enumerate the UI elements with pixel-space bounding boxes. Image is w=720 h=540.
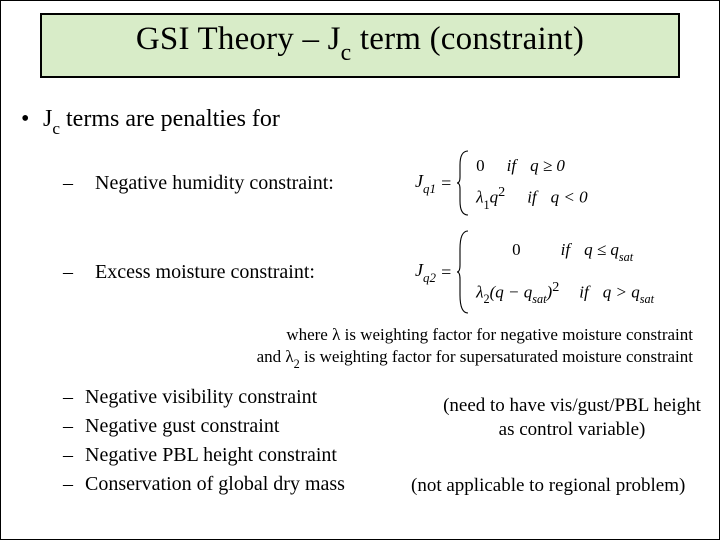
lambda-note: where λ is weighting factor for negative… xyxy=(21,324,693,371)
jq2-c2-if: if xyxy=(579,282,588,301)
excess-moisture-label: Excess moisture constraint: xyxy=(95,261,405,284)
dash-icon: – xyxy=(63,261,85,284)
excess-moisture-row: – Excess moisture constraint: Jq2 = 0ifq… xyxy=(63,226,699,318)
title-sub: c xyxy=(341,40,352,66)
side-note-regional: (not applicable to regional problem) xyxy=(411,474,720,498)
jq1-J: J xyxy=(415,171,423,191)
jq2-equation: Jq2 = 0ifq ≤ qsat λ2(q − qsat)2ifq > qsa… xyxy=(415,229,654,315)
lb2-text: Negative gust constraint xyxy=(85,415,279,438)
bullet-neg-pbl: – Negative PBL height constraint xyxy=(63,444,401,467)
jq1-eq: = xyxy=(436,173,456,194)
jq2-case2: λ2(q − qsat)2ifq > qsat xyxy=(476,278,654,307)
bullet-neg-visibility: – Negative visibility constraint xyxy=(63,386,401,409)
lb1-text: Negative visibility constraint xyxy=(85,386,317,409)
jq2-c2-sat: sat xyxy=(532,292,546,306)
jq1-case2: λ1q2ifq < 0 xyxy=(476,183,588,212)
lb3-text: Negative PBL height constraint xyxy=(85,444,337,467)
main-bullet: • Jc terms are penalties for xyxy=(21,106,699,137)
jq1-cases: 0ifq ≥ 0 λ1q2ifq < 0 xyxy=(456,149,588,217)
jq1-c2-exp: 2 xyxy=(498,184,505,200)
side-note-control-var: (need to have vis/gust/PBL height as con… xyxy=(417,394,720,442)
jq1-c2-lamsub: 1 xyxy=(483,198,489,212)
sna-l1: (need to have vis/gust/PBL height xyxy=(443,395,701,416)
jq2-c2-cond: q > q xyxy=(603,282,640,301)
note-l2-post: is weighting factor for supersaturated m… xyxy=(300,347,693,366)
jq2-c2-condsat: sat xyxy=(640,292,654,306)
jq2-c1-cond: q ≤ q xyxy=(584,240,619,259)
jq2-eq: = xyxy=(436,262,456,283)
jq2-J: J xyxy=(415,260,423,280)
title-prefix: GSI Theory – J xyxy=(136,21,341,57)
jq1-c2-q: q xyxy=(490,188,499,207)
jq1-c1-cond: q ≥ 0 xyxy=(530,156,565,175)
dash-icon: – xyxy=(63,386,85,409)
dash-icon: – xyxy=(63,473,85,496)
lower-bullet-list: – Negative visibility constraint – Negat… xyxy=(21,386,401,496)
lb4-text: Conservation of global dry mass xyxy=(85,473,345,496)
jq2-sub: q2 xyxy=(423,270,436,285)
mb-suffix: terms are penalties for xyxy=(60,106,280,132)
jq2-c1-val: 0 xyxy=(512,240,521,259)
jq2-c2-lamsub: 2 xyxy=(483,292,489,306)
jq1-c2-if: if xyxy=(527,188,536,207)
jq2-case1: 0 if q ≤ qsat xyxy=(476,238,654,265)
jq2-case-lines: 0ifq ≤ qsat λ2(q − qsat)2ifq > qsat xyxy=(470,229,654,315)
dash-icon: – xyxy=(63,415,85,438)
neg-humidity-row: – Negative humidity constraint: Jq1 = 0 i… xyxy=(63,146,699,220)
jq1-c1-val: 0 xyxy=(476,156,485,175)
brace-icon xyxy=(456,229,470,315)
mb-prefix: J xyxy=(43,106,52,132)
jq1-case-lines: 0ifq ≥ 0 λ1q2ifq < 0 xyxy=(470,149,588,217)
jq2-lhs: Jq2 xyxy=(415,260,436,285)
jq2-c1-sat: sat xyxy=(619,250,633,264)
note-l2-pre: and λ xyxy=(257,347,294,366)
dash-icon: – xyxy=(63,444,85,467)
slide-title: GSI Theory – Jc term (constraint) xyxy=(136,21,584,57)
note-l2-sub: 2 xyxy=(294,357,300,371)
title-suffix: term (constraint) xyxy=(351,21,584,57)
bullet-dry-mass: – Conservation of global dry mass xyxy=(63,473,401,496)
note-l1: where λ is weighting factor for negative… xyxy=(286,325,693,344)
jq2-c2-open: (q − q xyxy=(490,282,533,301)
dash-icon: – xyxy=(63,172,85,195)
jq1-c2-cond: q < 0 xyxy=(551,188,588,207)
mb-sub: c xyxy=(52,119,60,138)
neg-humidity-label: Negative humidity constraint: xyxy=(95,172,405,195)
brace-icon xyxy=(456,149,470,217)
jq1-c1-if: if xyxy=(507,156,516,175)
main-bullet-text: Jc terms are penalties for xyxy=(43,106,280,137)
title-box: GSI Theory – Jc term (constraint) xyxy=(40,13,680,78)
lower-block: – Negative visibility constraint – Negat… xyxy=(21,386,699,496)
jq2-c1-if: if xyxy=(561,240,570,259)
jq1-lhs: Jq1 xyxy=(415,171,436,196)
bullet-neg-gust: – Negative gust constraint xyxy=(63,415,401,438)
jq2-c2-exp: 2 xyxy=(552,279,559,295)
bullet-dot: • xyxy=(21,106,43,133)
sna-l2: as control variable) xyxy=(499,419,646,440)
slide: GSI Theory – Jc term (constraint) • Jc t… xyxy=(0,0,720,540)
jq1-case1: 0 if q ≥ 0 xyxy=(476,154,588,178)
jq1-sub: q1 xyxy=(423,181,436,196)
jq2-cases: 0ifq ≤ qsat λ2(q − qsat)2ifq > qsat xyxy=(456,229,654,315)
jq1-equation: Jq1 = 0ifq ≥ 0 λ1q2ifq < 0 xyxy=(415,149,588,217)
